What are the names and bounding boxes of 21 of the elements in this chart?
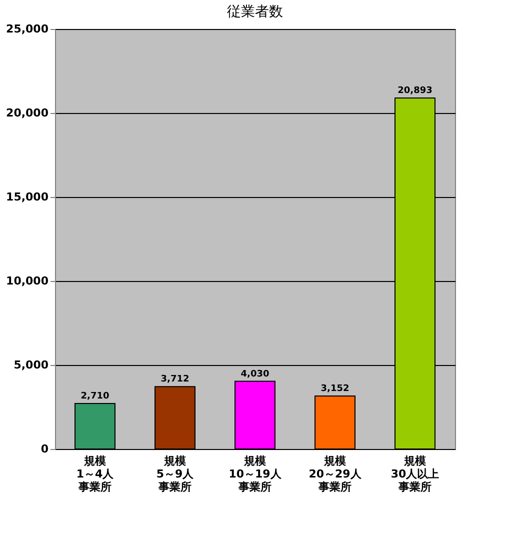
chart-title: 従業者数 xyxy=(227,4,283,20)
bar xyxy=(74,402,116,450)
x-tick-label: 規模20～29人事業所 xyxy=(308,454,362,494)
data-label: 4,030 xyxy=(240,369,270,380)
bar xyxy=(234,380,276,450)
x-tick-label: 規模1～4人事業所 xyxy=(76,454,115,494)
y-tick-label: 25,000 xyxy=(6,22,49,36)
bar xyxy=(314,396,356,450)
data-label: 3,152 xyxy=(320,384,350,394)
data-label: 2,710 xyxy=(80,391,110,402)
data-label: 3,712 xyxy=(160,374,190,385)
y-tick-label: 15,000 xyxy=(6,190,49,204)
y-tick-label: 0 xyxy=(40,442,49,456)
x-tick-label: 規模10～19人事業所 xyxy=(228,454,282,494)
y-tick-label: 5,000 xyxy=(14,358,49,372)
bar xyxy=(154,386,196,450)
y-tick-label: 20,000 xyxy=(6,106,49,120)
x-tick-label: 規模5～9人事業所 xyxy=(156,454,195,494)
y-tick-label: 10,000 xyxy=(6,274,49,288)
x-tick-label: 規模30人以上事業所 xyxy=(390,454,440,494)
data-label: 20,893 xyxy=(398,86,432,96)
